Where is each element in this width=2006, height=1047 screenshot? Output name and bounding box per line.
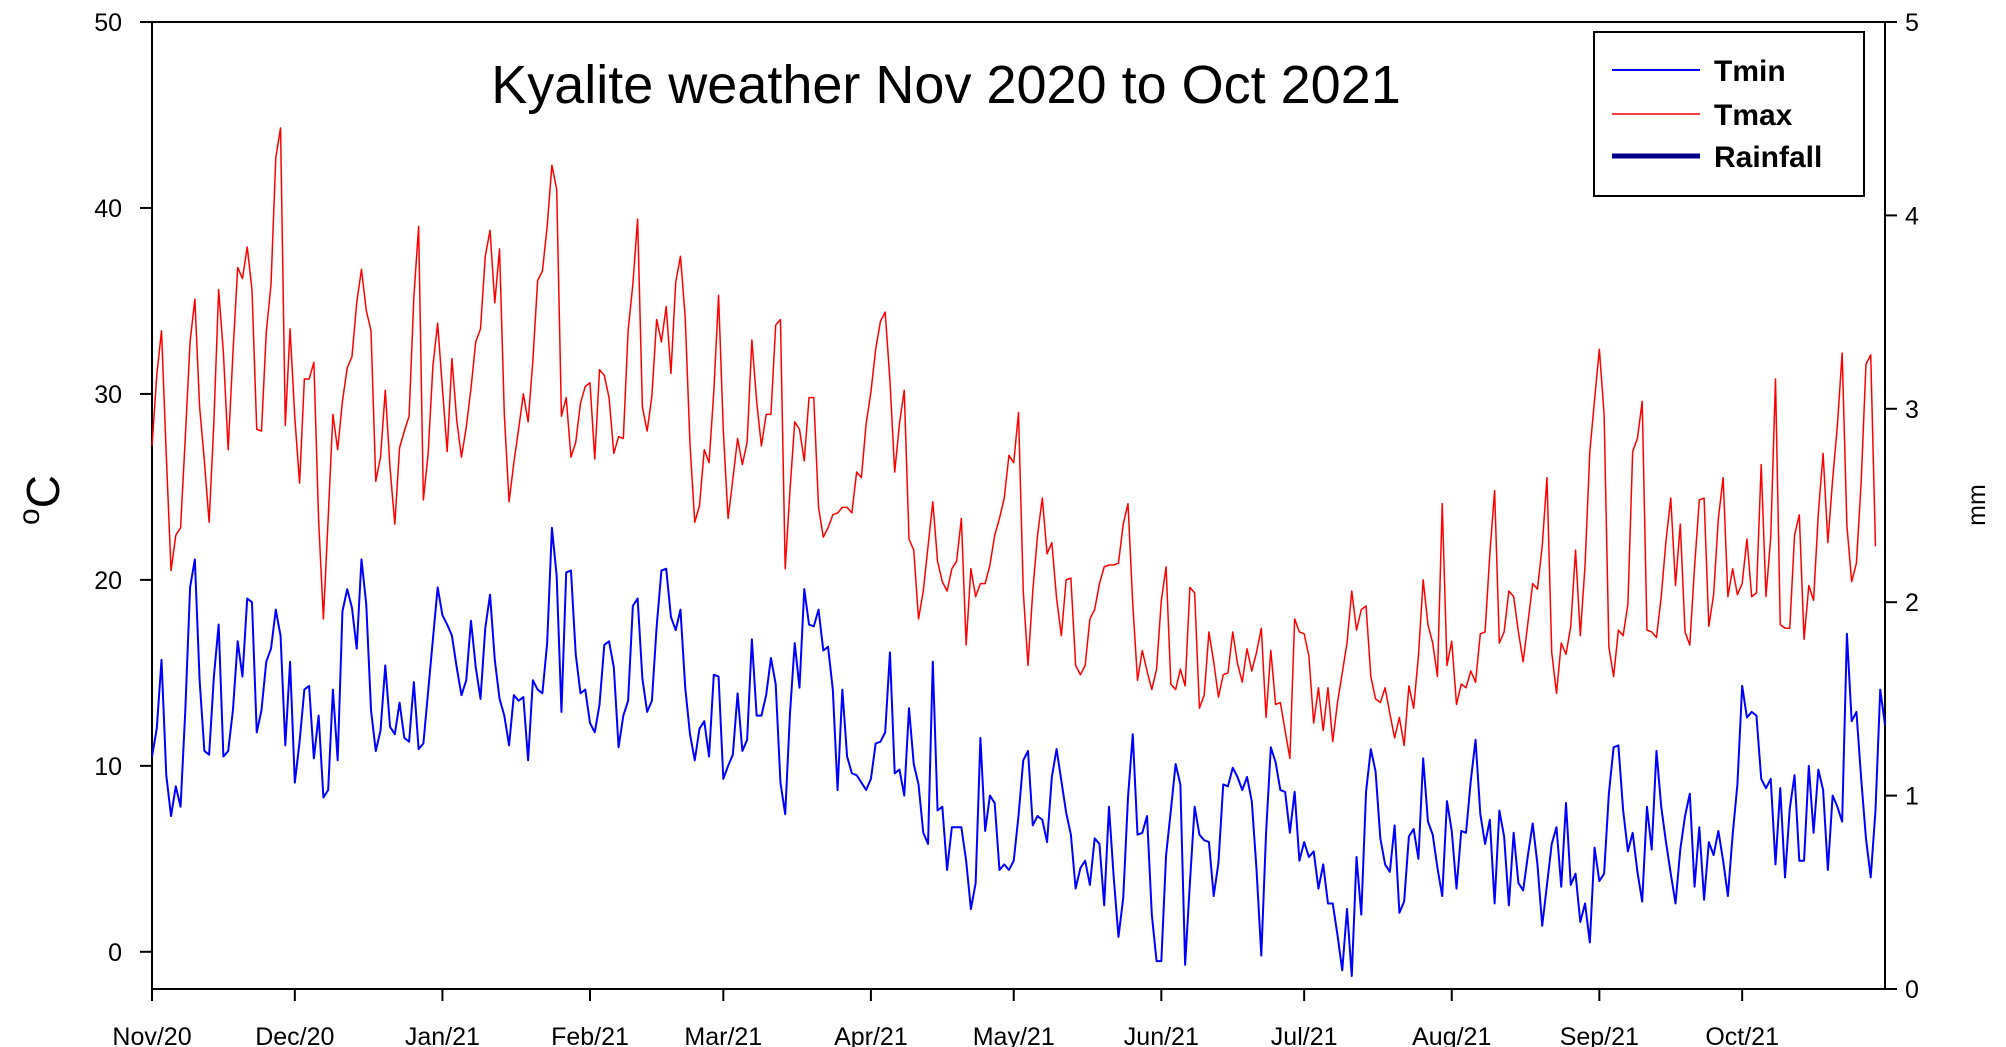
- x-tick-label: Nov/20: [112, 1023, 191, 1047]
- legend-label-tmin: Tmin: [1714, 55, 1786, 88]
- series-line-tmin: [151, 526, 1886, 977]
- x-tick-label: Mar/21: [684, 1023, 762, 1047]
- legend-label-rainfall: Rainfall: [1714, 141, 1822, 174]
- x-tick-label: Jul/21: [1271, 1023, 1338, 1047]
- y-axis-left: 0 10 20 30 40 50: [94, 9, 152, 967]
- y-tick-label: 30: [94, 381, 122, 409]
- y2-tick-label: 5: [1905, 9, 1919, 37]
- y-tick-label: 50: [94, 9, 122, 37]
- y2-tick-label: 2: [1905, 589, 1919, 617]
- series-lines: [151, 127, 1886, 977]
- x-tick-label: Jun/21: [1124, 1023, 1199, 1047]
- y2-tick-label: 4: [1905, 202, 1919, 230]
- y-axis-label: oC: [13, 475, 69, 525]
- y2-tick-label: 3: [1905, 396, 1919, 424]
- y-tick-label: 10: [94, 753, 122, 781]
- x-tick-label: Apr/21: [834, 1023, 908, 1047]
- x-tick-label: Jan/21: [405, 1023, 480, 1047]
- y-axis-label-main: C: [17, 475, 69, 508]
- x-tick-label: Dec/20: [255, 1023, 334, 1047]
- y2-axis-label: mm: [1963, 484, 1991, 526]
- x-tick-label: Aug/21: [1412, 1023, 1491, 1047]
- chart-title: Kyalite weather Nov 2020 to Oct 2021: [491, 55, 1401, 115]
- y2-tick-label: 1: [1905, 783, 1919, 811]
- x-axis: Nov/20 Dec/20 Jan/21 Feb/21 Mar/21 Apr/21 May/…: [112, 989, 1779, 1047]
- x-tick-label: May/21: [973, 1023, 1055, 1047]
- x-tick-label: Oct/21: [1705, 1023, 1779, 1047]
- legend-label-tmax: Tmax: [1714, 99, 1793, 132]
- y2-tick-label: 0: [1905, 976, 1919, 1004]
- y-tick-label: 40: [94, 195, 122, 223]
- y-axis-right: 0 1 2 3 4 5: [1885, 9, 1919, 1004]
- y-tick-label: 20: [94, 567, 122, 595]
- series-line-tmax: [151, 127, 1877, 760]
- x-tick-label: Sep/21: [1560, 1023, 1639, 1047]
- x-tick-label: Feb/21: [551, 1023, 629, 1047]
- y-tick-label: 0: [108, 939, 122, 967]
- plot-area: [151, 21, 1886, 990]
- y-axis-label-sup: o: [13, 508, 46, 525]
- legend: Tmin Tmax Rainfall: [1593, 31, 1865, 197]
